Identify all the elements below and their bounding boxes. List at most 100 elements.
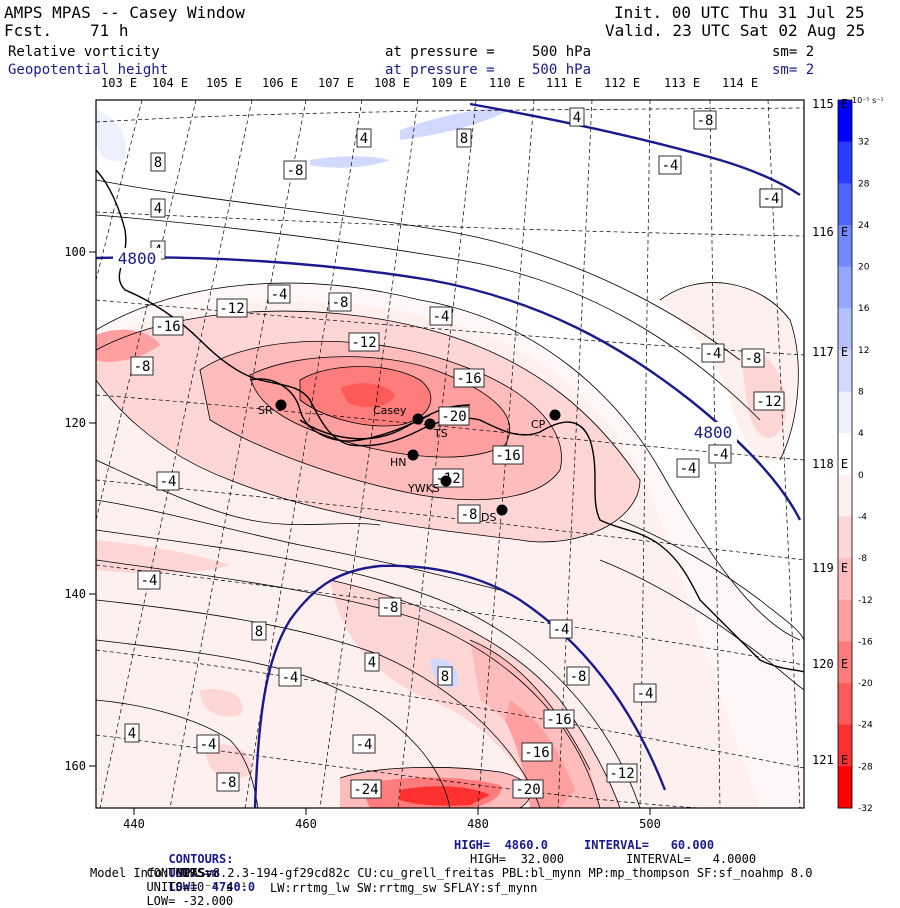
forecast-hour: 71 h xyxy=(90,21,129,40)
lon-right-label: 121 E xyxy=(808,753,848,768)
lon-label: 109 E xyxy=(431,76,468,90)
height-contour-label: 4800 xyxy=(689,422,737,442)
vorticity-contour-label: 4 xyxy=(569,107,585,127)
vorticity-contour-label: -4 xyxy=(196,734,220,754)
svg-text:-4: -4 xyxy=(637,686,654,702)
vorticity-contour-label: 8 xyxy=(437,666,453,686)
svg-text:-8: -8 xyxy=(332,295,349,311)
svg-text:-12: -12 xyxy=(219,301,244,317)
colorbar-swatch xyxy=(838,308,852,351)
field2-pressure: 500 hPa xyxy=(532,62,592,78)
svg-text:-4: -4 xyxy=(271,287,288,303)
footer-h-label: CONTOURS: xyxy=(168,852,234,866)
svg-text:-4: -4 xyxy=(553,622,570,638)
lon-right-label: 120 E xyxy=(808,657,848,672)
colorbar-swatch xyxy=(838,724,852,767)
svg-text:-4: -4 xyxy=(705,346,722,362)
vorticity-contour-label: -4 xyxy=(267,284,291,304)
x-tick-label: 500 xyxy=(639,817,661,831)
lon-right-label: 116 E xyxy=(808,225,848,240)
contour-labels: -8 4 8 -8 4 -4 -4 8 4 4 -4 -8 -12 -16 -8 -12 -4 -16 -20 -16… xyxy=(113,107,785,799)
colorbar-swatch xyxy=(838,391,852,434)
forecast-label: Fcst. xyxy=(4,21,53,40)
footer-h-interval: INTERVAL= 60.000 xyxy=(584,838,715,852)
svg-text:4: 4 xyxy=(154,201,162,217)
lon-label: 107 E xyxy=(318,76,355,90)
vorticity-contour-label: -20 xyxy=(512,779,544,799)
svg-text:-24: -24 xyxy=(353,782,378,798)
colorbar-swatch xyxy=(838,141,852,184)
vorticity-contour-label: -12 xyxy=(348,332,380,352)
y-tick-label: 140 xyxy=(64,587,86,601)
svg-text:-4: -4 xyxy=(200,737,217,753)
svg-text:119 E: 119 E xyxy=(812,561,848,575)
vorticity-contour-label: -8 xyxy=(216,772,240,792)
svg-text:-16: -16 xyxy=(546,712,571,728)
svg-text:-4: -4 xyxy=(763,191,780,207)
field1-pressure-text: at pressure = xyxy=(385,44,495,60)
svg-text:116 E: 116 E xyxy=(812,225,848,239)
vorticity-contour-label: 8 xyxy=(456,128,472,148)
footer-v-low: LOW= -32.000 xyxy=(146,894,234,908)
station-label: DS xyxy=(481,511,496,524)
svg-text:121 E: 121 E xyxy=(812,753,848,767)
colorbar-level: -4 xyxy=(858,512,867,522)
vorticity-contour-label: -8 xyxy=(457,504,481,524)
colorbar-swatch xyxy=(838,558,852,601)
lon-right-label: 119 E xyxy=(808,561,848,576)
vorticity-contour-label: 4 xyxy=(124,723,140,743)
colorbar-swatch xyxy=(838,641,852,684)
svg-text:-4: -4 xyxy=(433,309,450,325)
svg-text:-4: -4 xyxy=(160,474,177,490)
colorbar-swatch xyxy=(838,100,852,143)
vorticity-contour-label: -8 xyxy=(130,356,154,376)
vorticity-contour-label: -4 xyxy=(156,471,180,491)
colorbar-level: 24 xyxy=(858,221,870,231)
colorbar-swatch xyxy=(838,224,852,268)
lon-right-label: 117 E xyxy=(808,345,848,360)
colorbar-swatch xyxy=(838,183,852,226)
colorbar-swatch xyxy=(838,766,852,809)
x-tick-label: 440 xyxy=(123,817,145,831)
svg-text:-16: -16 xyxy=(495,448,520,464)
svg-text:-16: -16 xyxy=(155,319,180,335)
station-marker: DS xyxy=(481,504,508,524)
field2-name: Geopotential height xyxy=(8,62,169,78)
svg-text:8: 8 xyxy=(154,155,162,171)
station-label: Casey xyxy=(373,404,407,417)
svg-text:-8: -8 xyxy=(697,113,714,129)
vorticity-contour-label: 4 xyxy=(150,198,166,218)
field1-pressure: 500 hPa xyxy=(532,44,592,60)
svg-text:-16: -16 xyxy=(524,745,549,761)
vorticity-contour-label: -4 xyxy=(708,444,732,464)
colorbar-level: 0 xyxy=(858,471,864,481)
footer-h-units: UNITS=m xyxy=(168,866,220,880)
vorticity-contour-label: -20 xyxy=(438,406,470,426)
colorbar-level: -32 xyxy=(858,804,873,814)
model-title: AMPS MPAS -- Casey Window xyxy=(4,3,245,22)
vorticity-contour-label: -12 xyxy=(753,391,785,411)
colorbar-swatch xyxy=(838,474,852,517)
vorticity-contour-label: 4 xyxy=(356,128,372,148)
model-info-2: LW:rrtmg_lw SW:rrtmg_sw SFLAY:sf_mynn xyxy=(270,881,538,895)
svg-text:4: 4 xyxy=(573,110,581,126)
svg-text:120 E: 120 E xyxy=(812,657,848,671)
vorticity-contour-label: 8 xyxy=(150,152,166,172)
station-marker: TS xyxy=(424,418,448,440)
svg-text:-8: -8 xyxy=(220,775,237,791)
svg-text:4800: 4800 xyxy=(118,249,157,268)
lon-label: 104 E xyxy=(152,76,189,90)
colorbar-swatch xyxy=(838,516,852,559)
vorticity-contour-label: -24 xyxy=(350,779,382,799)
colorbar-level: 8 xyxy=(858,388,864,398)
footer-h-high: HIGH= 4860.0 xyxy=(454,838,548,852)
vorticity-contour-label: -4 xyxy=(633,683,657,703)
svg-text:-12: -12 xyxy=(351,335,376,351)
station-label: YWKS xyxy=(407,482,440,495)
field2-smoothing: sm= 2 xyxy=(772,62,815,78)
vorticity-contour-label: -16 xyxy=(453,368,485,388)
svg-text:8: 8 xyxy=(255,624,263,640)
vorticity-contour-label: -12 xyxy=(606,763,638,783)
